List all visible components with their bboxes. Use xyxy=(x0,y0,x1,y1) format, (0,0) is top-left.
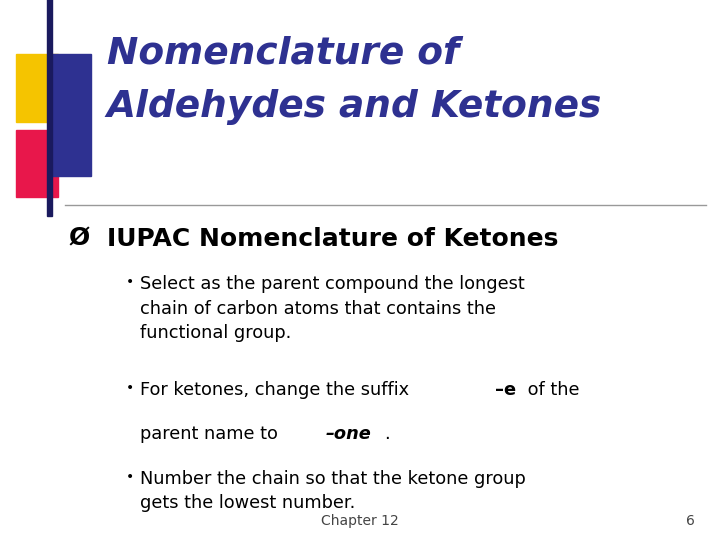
Text: For ketones, change the suffix: For ketones, change the suffix xyxy=(140,381,415,399)
Text: •: • xyxy=(126,470,134,484)
Text: parent name to: parent name to xyxy=(140,425,284,443)
Text: –one: –one xyxy=(325,425,372,443)
Text: –e: –e xyxy=(495,381,516,399)
Text: Select as the parent compound the longest
chain of carbon atoms that contains th: Select as the parent compound the longes… xyxy=(140,275,525,342)
Text: •: • xyxy=(126,381,134,395)
Text: Nomenclature of: Nomenclature of xyxy=(107,35,459,71)
Text: Aldehydes and Ketones: Aldehydes and Ketones xyxy=(107,89,602,125)
Text: Number the chain so that the ketone group
gets the lowest number.: Number the chain so that the ketone grou… xyxy=(140,470,526,512)
Bar xyxy=(47,0,52,216)
Bar xyxy=(49,54,91,176)
Text: Ø: Ø xyxy=(68,227,90,251)
Text: of the: of the xyxy=(522,381,580,399)
Text: •: • xyxy=(126,275,134,289)
Text: Chapter 12: Chapter 12 xyxy=(321,514,399,528)
Bar xyxy=(16,130,58,197)
Bar xyxy=(16,54,58,122)
Text: IUPAC Nomenclature of Ketones: IUPAC Nomenclature of Ketones xyxy=(107,227,558,251)
Text: .: . xyxy=(384,425,390,443)
Text: 6: 6 xyxy=(686,514,695,528)
